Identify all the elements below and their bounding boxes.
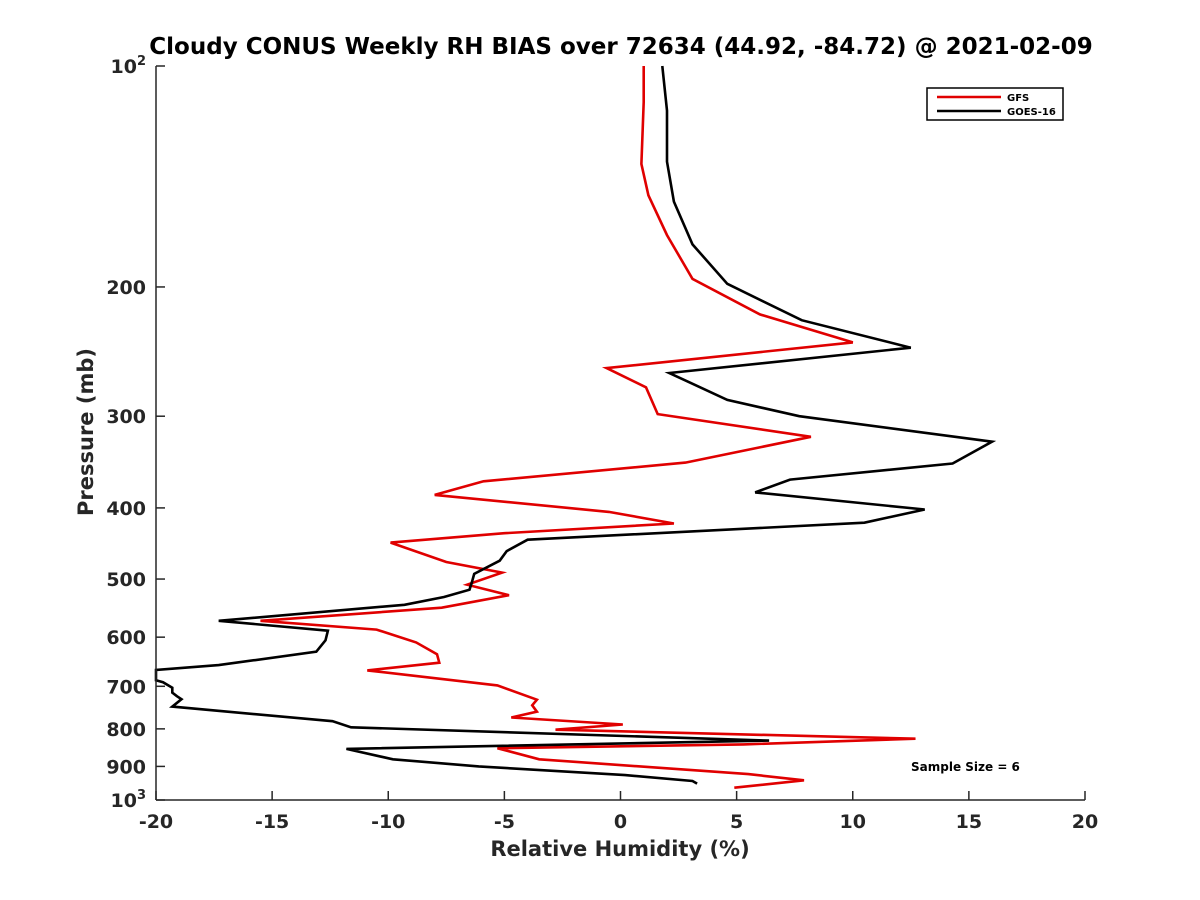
x-tick-label: -10 [371, 811, 405, 833]
x-axis-ticks: -20 -15 -10 -5 0 5 10 15 20 [139, 791, 1098, 833]
series-line-goes-16 [154, 65, 997, 785]
legend-label-goes16: GOES-16 [1007, 107, 1056, 118]
y-tick-label: 900 [106, 756, 146, 778]
y-tick-label: 500 [106, 569, 146, 591]
legend-label-gfs: GFS [1007, 93, 1029, 104]
x-tick-label: -20 [139, 811, 173, 833]
x-tick-label: -5 [494, 811, 515, 833]
x-tick-label: 5 [730, 811, 743, 833]
y-tick-label: 103 [111, 788, 147, 812]
sample-size-annotation: Sample Size = 6 [911, 760, 1020, 774]
x-axis-label: Relative Humidity (%) [490, 837, 749, 861]
x-tick-label: 10 [840, 811, 866, 833]
y-axis-label: Pressure (mb) [74, 348, 98, 516]
series-layer [154, 65, 997, 789]
legend-box [926, 87, 1064, 121]
y-tick-label: 400 [106, 498, 146, 520]
chart-title: Cloudy CONUS Weekly RH BIAS over 72634 (… [149, 34, 1092, 60]
y-tick-label: 102 [111, 54, 147, 78]
y-tick-label: 300 [106, 406, 146, 428]
x-tick-label: 15 [956, 811, 982, 833]
series-line-gfs [260, 66, 916, 789]
x-tick-label: 0 [614, 811, 627, 833]
x-tick-label: 20 [1072, 811, 1098, 833]
y-axis-ticks: 102 200 300 400 500 600 700 800 900 103 [106, 54, 165, 812]
y-tick-label: 600 [106, 627, 146, 649]
legend: GFS GOES-16 [926, 87, 1064, 121]
y-tick-label: 700 [106, 676, 146, 698]
y-tick-label: 200 [106, 277, 146, 299]
x-tick-label: -15 [255, 811, 289, 833]
y-tick-label: 800 [106, 719, 146, 741]
